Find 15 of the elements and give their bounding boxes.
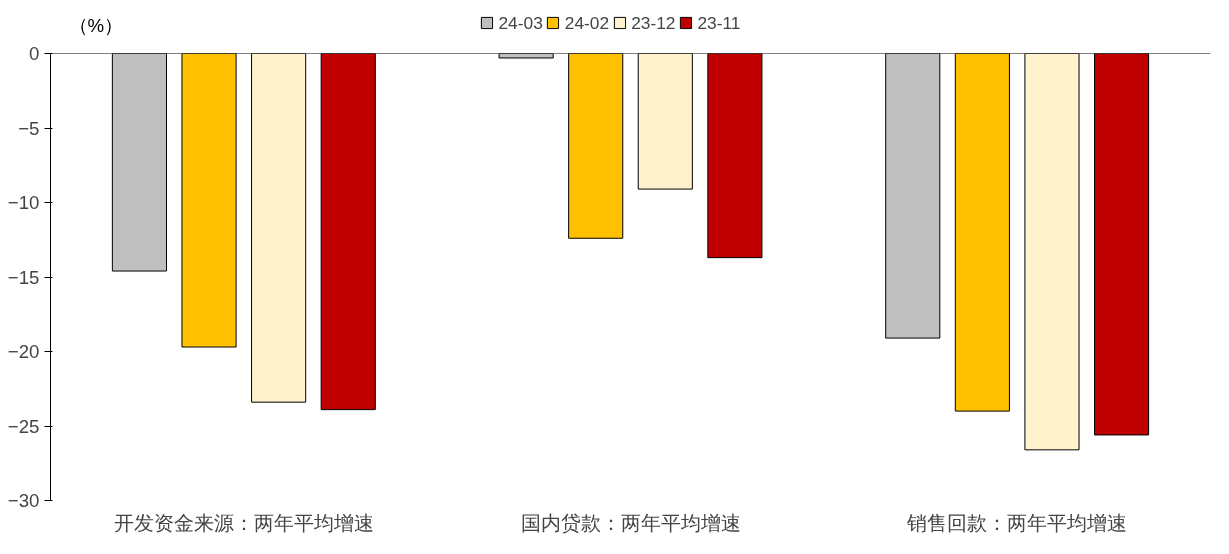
y-tick-label: −10: [7, 192, 40, 213]
legend-label: 24-03: [498, 12, 543, 33]
x-tick-label: 销售回款：两年平均增速: [906, 511, 1128, 534]
y-tick-label: 0: [29, 43, 40, 64]
x-tick-label: 国内贷款：两年平均增速: [520, 511, 741, 534]
y-tick-label: −15: [7, 266, 40, 288]
legend-label: 23-12: [631, 12, 676, 33]
legend-label: 23-11: [697, 12, 741, 33]
x-tick-label: 开发资金来源：两年平均增速: [113, 511, 374, 534]
legend-label: 24-02: [564, 12, 610, 33]
y-tick-label: −20: [7, 341, 40, 362]
y-tick-label: −25: [7, 415, 40, 437]
y-tick-label: −5: [18, 117, 40, 139]
y-tick-label: −30: [7, 490, 40, 511]
y-axis-title: （%）: [68, 14, 124, 36]
